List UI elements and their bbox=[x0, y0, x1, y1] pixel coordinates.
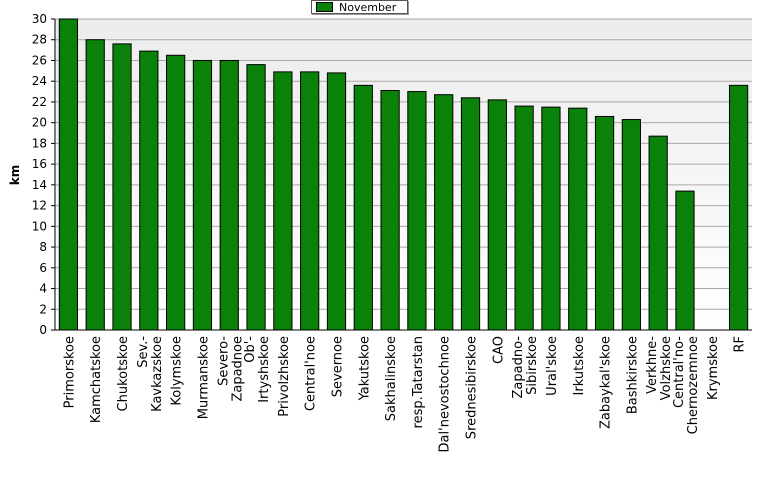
x-tick-label: Krymskoe bbox=[706, 336, 721, 400]
x-tick-label: Srednesibirskoe bbox=[465, 336, 480, 439]
y-tick-label: 0 bbox=[39, 323, 47, 337]
y-tick-label: 6 bbox=[39, 261, 47, 275]
x-tick-label: Verkhne-Volzhskoe bbox=[645, 336, 674, 401]
y-tick-label: 22 bbox=[32, 95, 47, 109]
bar bbox=[353, 84, 373, 331]
bar bbox=[219, 59, 239, 331]
bar bbox=[326, 72, 347, 331]
x-tick-label: Sakhalinskoe bbox=[384, 336, 399, 421]
x-tick-label: Primorskoe bbox=[62, 336, 77, 408]
legend-swatch bbox=[316, 2, 333, 12]
bar bbox=[246, 64, 266, 331]
x-tick-label: Bashkirskoe bbox=[625, 336, 640, 414]
bar bbox=[487, 99, 507, 331]
axes bbox=[54, 19, 752, 331]
x-tick-label: Privolzhskoe bbox=[277, 336, 292, 417]
bar bbox=[648, 135, 668, 331]
y-tick-label: 26 bbox=[32, 53, 47, 67]
bar bbox=[514, 105, 534, 331]
y-tick-label: 18 bbox=[32, 136, 47, 150]
x-tick-label: Dal'nevostochnoe bbox=[438, 336, 453, 452]
y-axis-label: km bbox=[8, 165, 22, 185]
y-tick-label: 14 bbox=[32, 178, 47, 192]
x-tick-label: Yakutskoe bbox=[357, 336, 372, 401]
x-tick-label: Chukotskoe bbox=[116, 336, 131, 411]
y-tick-label: 30 bbox=[32, 12, 47, 26]
x-tick-label: Zapadno-Sibirskoe bbox=[511, 336, 540, 399]
y-tick-label: 8 bbox=[39, 240, 47, 254]
bar bbox=[112, 43, 132, 331]
bar bbox=[728, 84, 749, 331]
x-tick-label: Severo-Zapadnoe bbox=[216, 336, 245, 402]
y-tick-label: 24 bbox=[32, 74, 47, 88]
x-tick-label: Central'noe bbox=[304, 336, 319, 411]
bar bbox=[594, 115, 615, 331]
x-tick-label: Kolymskoe bbox=[170, 336, 185, 406]
legend-label: November bbox=[339, 0, 397, 14]
x-tick-label: Severnoe bbox=[330, 336, 345, 397]
x-tick-label: CAO bbox=[491, 336, 506, 364]
bar bbox=[85, 39, 105, 331]
bar bbox=[166, 54, 186, 331]
bar bbox=[621, 119, 641, 331]
y-tick-label: 12 bbox=[32, 199, 47, 213]
x-tick-label: Kamchatskoe bbox=[89, 336, 104, 423]
x-tick-labels: Primorskoe Kamchatskoe Chukotskoe Sev.-Kavk… bbox=[62, 336, 747, 453]
bar bbox=[380, 90, 400, 331]
bar bbox=[568, 107, 588, 331]
bar bbox=[139, 50, 159, 331]
bar bbox=[675, 190, 695, 331]
x-tick-label: Zabaykal'skoe bbox=[599, 336, 614, 429]
legend: November bbox=[311, 0, 408, 14]
bar bbox=[407, 91, 427, 331]
y-tick-label: 4 bbox=[39, 282, 47, 296]
x-tick-label: Murmanskoe bbox=[196, 336, 211, 419]
x-tick-label: RF bbox=[733, 336, 748, 353]
y-tick-label: 16 bbox=[32, 157, 47, 171]
x-tick-label: Central'no-Chernozemnoe bbox=[672, 336, 701, 435]
x-tick-label: Sev.-Kavkazskoe bbox=[136, 336, 165, 412]
bars bbox=[58, 18, 749, 331]
y-tick-label: 2 bbox=[39, 302, 47, 316]
plot-area bbox=[55, 19, 752, 330]
y-tick-label: 28 bbox=[32, 33, 47, 47]
bar bbox=[460, 97, 481, 331]
bar bbox=[192, 59, 213, 331]
x-tick-label: Ob'-Irtyshskoe bbox=[243, 336, 272, 403]
x-tick-label: Ural'skoe bbox=[545, 336, 560, 396]
bar bbox=[58, 18, 79, 331]
y-tick-label: 20 bbox=[32, 116, 47, 130]
bar bbox=[300, 71, 320, 331]
y-tick-label: 10 bbox=[32, 219, 47, 233]
x-tick-label: Irkutskoe bbox=[572, 336, 587, 395]
bar bbox=[541, 106, 561, 331]
bar bbox=[434, 94, 454, 331]
bar bbox=[273, 71, 293, 331]
x-tick-label: resp.Tatarstan bbox=[411, 336, 426, 428]
